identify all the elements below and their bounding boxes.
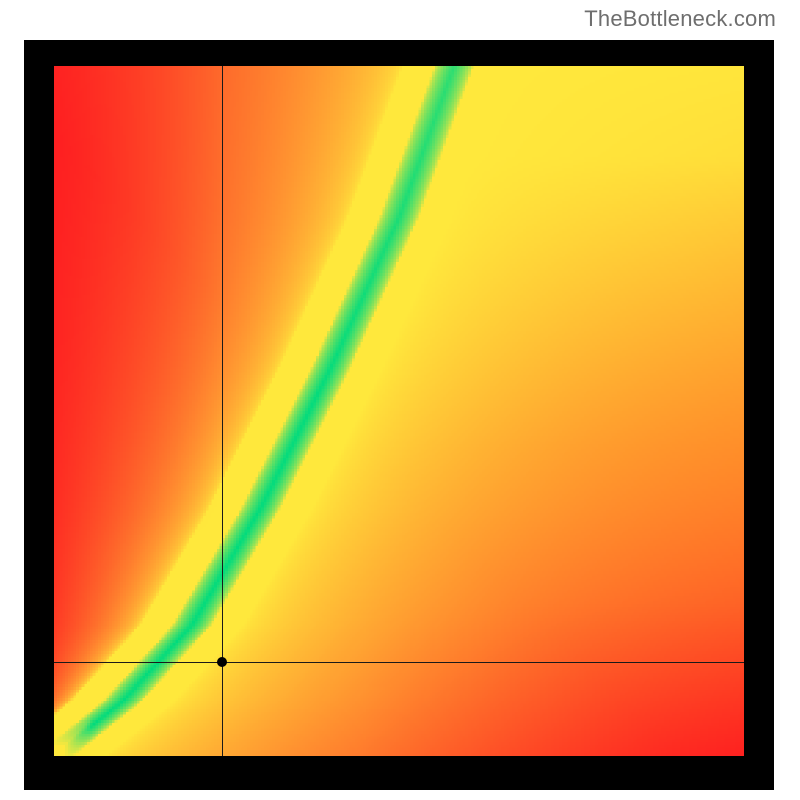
chart-frame (24, 40, 774, 790)
root: TheBottleneck.com (0, 0, 800, 800)
selection-marker (217, 657, 227, 667)
crosshair-vertical (222, 66, 223, 756)
bottleneck-heatmap (54, 66, 744, 756)
attribution-text: TheBottleneck.com (584, 6, 776, 32)
crosshair-horizontal (54, 662, 744, 663)
